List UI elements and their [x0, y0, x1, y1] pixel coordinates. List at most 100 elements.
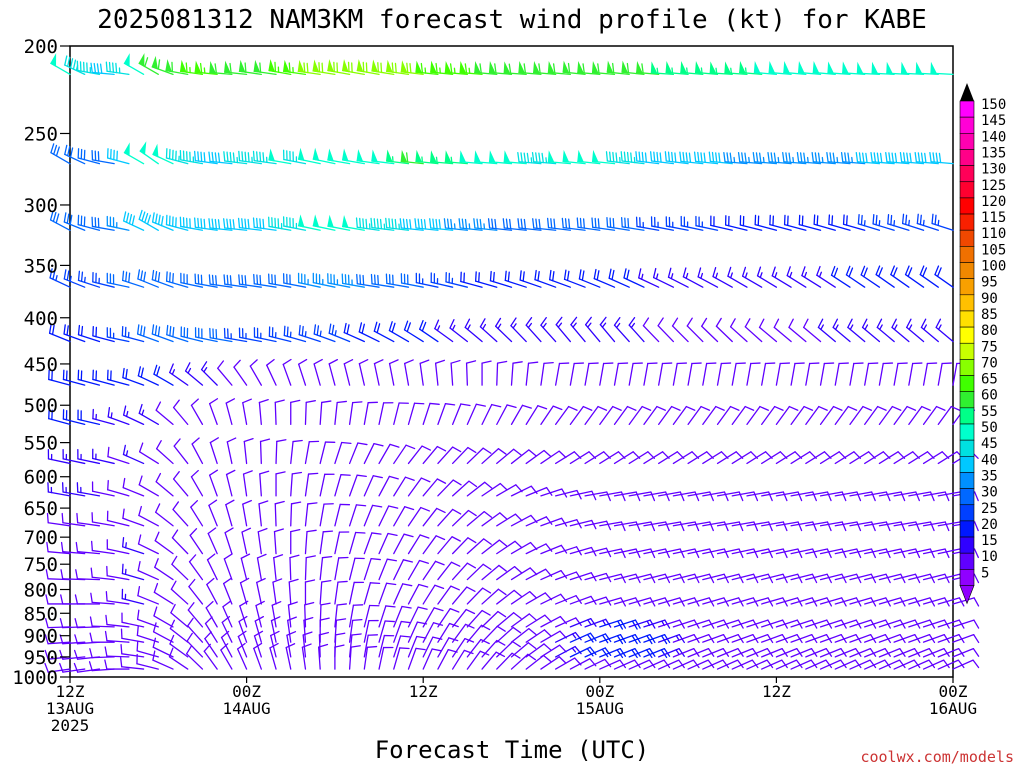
- wind-barb: [893, 659, 921, 670]
- wind-barb: [555, 617, 582, 628]
- barb-shaft: [569, 362, 575, 386]
- barb-shaft: [555, 595, 577, 605]
- barb-flag: [420, 477, 431, 483]
- barb-flag: [535, 218, 538, 229]
- barb-shaft: [256, 557, 262, 581]
- barb-shaft: [525, 614, 546, 628]
- wind-barb: [857, 213, 881, 231]
- barb-flag: [700, 405, 711, 411]
- wind-barb: [451, 649, 474, 670]
- barb-shaft: [510, 404, 524, 426]
- barb-flag: [641, 63, 644, 74]
- barb-flag: [708, 151, 712, 163]
- barb-shaft: [466, 538, 485, 555]
- barb-flag: [523, 63, 527, 74]
- barb-shaft: [878, 491, 902, 497]
- barb-flag: [207, 527, 217, 535]
- barb-half-flag: [587, 619, 592, 625]
- barb-shaft: [225, 503, 233, 527]
- barb-flag: [688, 152, 692, 164]
- pressure-tick-label: 350: [24, 255, 58, 277]
- barb-flag: [50, 143, 55, 154]
- wind-barb: [701, 317, 719, 343]
- barb-shaft: [744, 326, 763, 343]
- barb-flag: [450, 561, 461, 567]
- barb-shaft: [437, 508, 454, 527]
- pressure-tick-label: 850: [24, 603, 58, 625]
- wind-barb: [650, 61, 675, 76]
- barb-flag: [421, 445, 432, 451]
- barb-flag: [409, 63, 412, 74]
- barb-shaft: [207, 532, 218, 555]
- barb-flag: [60, 594, 64, 605]
- wind-barb: [422, 622, 444, 643]
- wind-barb: [922, 491, 950, 502]
- barb-shaft: [937, 521, 961, 527]
- barb-flag: [781, 659, 788, 669]
- barb-shaft: [672, 451, 693, 465]
- barb-flag: [406, 322, 411, 333]
- wind-barb: [191, 437, 204, 465]
- wind-barb: [878, 491, 906, 502]
- wind-barb: [702, 521, 729, 532]
- wind-barb: [599, 405, 622, 426]
- barb-shaft: [466, 587, 484, 605]
- barb-flag: [537, 405, 548, 410]
- barb-shaft: [540, 405, 554, 426]
- barb-pennant: [312, 147, 320, 162]
- barb-flag: [226, 151, 229, 163]
- wind-barb: [872, 213, 895, 231]
- wind-barb: [407, 477, 431, 497]
- barb-half-flag: [83, 276, 86, 284]
- wind-barb: [106, 510, 130, 527]
- barb-half-flag: [602, 619, 607, 626]
- barb-flag: [567, 62, 571, 74]
- barb-flag: [355, 531, 366, 534]
- wind-barb: [716, 548, 744, 559]
- barb-shaft: [466, 563, 484, 581]
- barb-shaft: [761, 548, 784, 555]
- wind-barb: [90, 567, 115, 581]
- colorbar-swatch: [959, 342, 975, 360]
- wind-barb: [378, 475, 399, 497]
- barb-flag: [286, 631, 297, 636]
- barb-flag: [494, 63, 497, 74]
- barb-flag: [558, 644, 567, 653]
- wind-barb: [138, 403, 159, 426]
- barb-flag: [479, 218, 482, 230]
- barb-shaft: [222, 606, 233, 628]
- wind-barb: [179, 149, 204, 165]
- barb-flag: [492, 271, 495, 283]
- wind-barb: [584, 520, 612, 531]
- barb-shaft: [702, 597, 725, 605]
- barb-flag: [141, 211, 146, 222]
- barb-half-flag: [187, 367, 192, 374]
- wind-barb: [256, 553, 267, 581]
- barb-half-flag: [700, 67, 703, 74]
- barb-flag: [701, 317, 708, 327]
- barb-half-flag: [655, 273, 659, 280]
- barb-shaft: [257, 531, 262, 555]
- barb-shaft: [849, 451, 870, 465]
- barb-shaft: [937, 548, 961, 555]
- barb-flag: [664, 491, 670, 502]
- barb-shaft: [613, 451, 634, 465]
- barb-shaft: [172, 406, 189, 426]
- barb-shaft: [716, 573, 740, 581]
- barb-pennant: [606, 60, 614, 74]
- barb-shaft: [348, 504, 358, 527]
- barb-pennant: [709, 61, 717, 74]
- barb-flag: [306, 62, 309, 74]
- wind-barb: [555, 571, 582, 581]
- barb-flag: [489, 270, 492, 282]
- barb-flag: [854, 659, 862, 669]
- wind-barb: [313, 324, 336, 343]
- wind-barb: [77, 409, 101, 426]
- barb-shaft: [937, 405, 952, 426]
- wind-barb: [136, 324, 159, 343]
- barb-flag: [722, 659, 730, 669]
- barb-flag: [596, 270, 600, 281]
- barb-pennant: [650, 61, 658, 74]
- wind-barb: [190, 398, 204, 426]
- barb-flag: [67, 56, 71, 68]
